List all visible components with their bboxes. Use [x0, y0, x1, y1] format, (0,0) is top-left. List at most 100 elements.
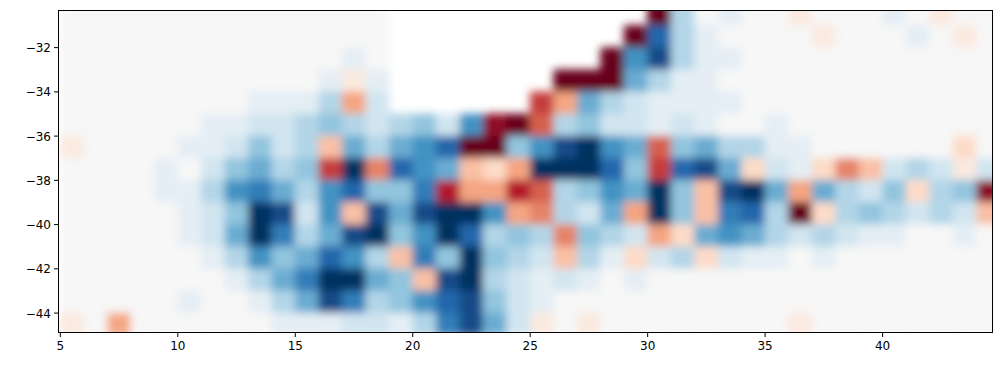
heat-cell	[765, 92, 789, 115]
heat-cell	[412, 114, 436, 137]
x-tick-label: 5	[57, 339, 65, 353]
heat-cell	[506, 291, 530, 314]
heat-cell	[577, 69, 601, 92]
heat-cell	[506, 313, 530, 333]
heat-cell	[553, 202, 577, 225]
heat-cell	[483, 313, 507, 333]
y-tick	[54, 224, 58, 225]
y-tick	[54, 180, 58, 181]
heat-cell	[131, 224, 155, 247]
heat-cell	[835, 246, 859, 269]
heat-cell	[178, 114, 202, 137]
heat-cell	[906, 25, 930, 48]
heat-cell	[107, 25, 131, 48]
heat-cell	[694, 224, 718, 247]
heat-cell	[318, 202, 342, 225]
heat-cell	[647, 136, 671, 159]
heat-cell	[224, 136, 248, 159]
heat-cell	[154, 180, 178, 203]
heat-cell	[271, 269, 295, 292]
heat-cell	[647, 10, 671, 26]
heat-cell	[342, 136, 366, 159]
heat-cell	[953, 10, 977, 26]
heat-cell	[953, 202, 977, 225]
heat-cell	[671, 92, 695, 115]
heat-cell	[765, 269, 789, 292]
heat-cell	[271, 114, 295, 137]
heat-cell	[647, 269, 671, 292]
heat-cell	[859, 224, 883, 247]
heat-cell	[201, 25, 225, 48]
heat-cell	[224, 313, 248, 333]
heat-cell	[694, 158, 718, 181]
heat-cell	[459, 202, 483, 225]
heat-cell	[295, 69, 319, 92]
heat-cell	[530, 92, 554, 115]
heat-cell	[671, 69, 695, 92]
heat-cell	[295, 313, 319, 333]
heat-cell	[412, 180, 436, 203]
heat-cell	[178, 313, 202, 333]
heat-cell	[600, 269, 624, 292]
heat-cell	[60, 158, 84, 181]
heat-cell	[647, 92, 671, 115]
heat-cell	[107, 269, 131, 292]
heat-cell	[84, 313, 108, 333]
heat-cell	[577, 202, 601, 225]
heat-cell	[154, 10, 178, 26]
heat-cell	[882, 92, 906, 115]
heat-cell	[859, 313, 883, 333]
heat-cell	[577, 291, 601, 314]
heat-cell	[224, 224, 248, 247]
heat-cell	[84, 291, 108, 314]
heat-cell	[741, 158, 765, 181]
heat-cell	[201, 246, 225, 269]
heat-cell	[131, 114, 155, 137]
heat-cell	[577, 180, 601, 203]
heat-cell	[859, 136, 883, 159]
heat-cell	[483, 136, 507, 159]
heat-cell	[60, 269, 84, 292]
heat-cell	[812, 291, 836, 314]
heat-cell	[459, 180, 483, 203]
heat-cell	[365, 180, 389, 203]
heat-cell	[178, 202, 202, 225]
heat-cell	[976, 246, 993, 269]
heat-cell	[812, 224, 836, 247]
heat-cell	[694, 269, 718, 292]
heat-cell	[788, 10, 812, 26]
heat-cell	[84, 114, 108, 137]
heat-cell	[201, 313, 225, 333]
heat-cell	[248, 69, 272, 92]
heat-cell	[201, 202, 225, 225]
heat-cell	[154, 69, 178, 92]
heat-cell	[953, 180, 977, 203]
heat-cell	[131, 202, 155, 225]
heat-cell	[600, 202, 624, 225]
heat-cell	[976, 269, 993, 292]
heat-cell	[953, 136, 977, 159]
heat-cell	[906, 246, 930, 269]
heat-cell	[671, 25, 695, 48]
heat-cell	[812, 47, 836, 70]
heat-cell	[365, 136, 389, 159]
heat-cell	[976, 10, 993, 26]
heat-cell	[84, 92, 108, 115]
heat-cell	[178, 158, 202, 181]
heat-cell	[271, 25, 295, 48]
heat-cell	[84, 69, 108, 92]
heat-cell	[718, 10, 742, 26]
heat-cell	[788, 269, 812, 292]
heat-cell	[530, 313, 554, 333]
heat-cell	[647, 313, 671, 333]
heat-cell	[459, 224, 483, 247]
heat-cell	[131, 92, 155, 115]
heat-cell	[835, 25, 859, 48]
heat-cell	[342, 158, 366, 181]
heat-cell	[318, 69, 342, 92]
heat-cell	[295, 269, 319, 292]
heat-cell	[107, 202, 131, 225]
heat-cell	[107, 10, 131, 26]
heat-cell	[906, 92, 930, 115]
heat-cell	[577, 92, 601, 115]
